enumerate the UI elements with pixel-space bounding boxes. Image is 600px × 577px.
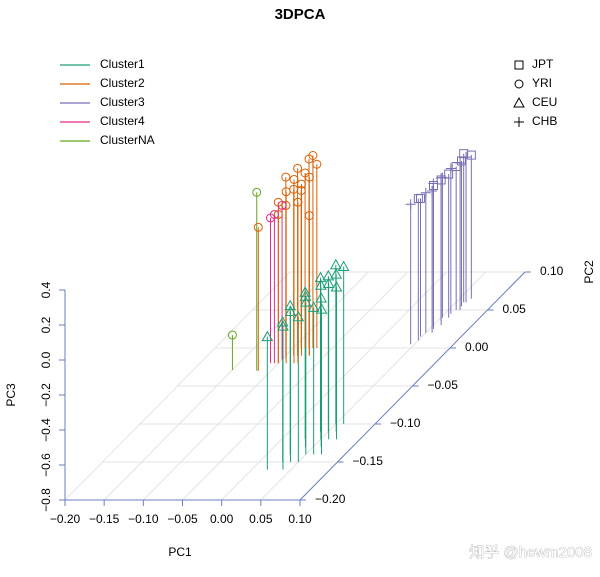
point xyxy=(304,172,314,182)
legend-label: YRI xyxy=(532,76,552,90)
point xyxy=(308,151,318,160)
legend-label: Cluster2 xyxy=(100,76,145,90)
point xyxy=(289,174,299,184)
point xyxy=(455,158,466,168)
point xyxy=(299,286,312,297)
point xyxy=(293,163,303,173)
point xyxy=(293,197,303,207)
x-axis-label: PC1 xyxy=(168,545,192,559)
point xyxy=(315,303,328,314)
point xyxy=(261,330,274,342)
point xyxy=(276,315,289,327)
legend-symbol xyxy=(514,60,524,70)
point xyxy=(427,186,438,197)
point xyxy=(252,187,262,197)
point xyxy=(281,200,291,210)
y-axis-label: PC2 xyxy=(582,260,596,284)
point xyxy=(445,163,456,174)
x-tick-label: −0.15 xyxy=(89,512,120,526)
z-tick-label: −0.4 xyxy=(39,418,53,442)
x-tick-label: −0.10 xyxy=(128,512,159,526)
point xyxy=(292,310,305,322)
point xyxy=(284,305,297,316)
y-tick-label: −0.15 xyxy=(353,454,384,468)
y-tick-label: 0.00 xyxy=(465,340,489,354)
x-tick-label: 0.00 xyxy=(210,512,234,526)
z-tick-label: 0.4 xyxy=(39,281,53,298)
point xyxy=(330,280,343,292)
point xyxy=(273,209,283,219)
point xyxy=(428,178,439,189)
point xyxy=(299,296,312,307)
point xyxy=(444,169,454,179)
point xyxy=(420,187,431,198)
point xyxy=(459,149,469,159)
point xyxy=(307,301,320,312)
y-tick-label: −0.20 xyxy=(315,492,346,506)
x-tick-label: −0.20 xyxy=(50,512,81,526)
legend-label: Cluster3 xyxy=(100,95,145,109)
legend-symbol xyxy=(514,79,524,89)
point xyxy=(314,279,327,290)
y-tick-label: 0.05 xyxy=(503,302,527,316)
point xyxy=(314,271,327,283)
legend-symbol xyxy=(514,117,524,127)
y-tick-label: 0.10 xyxy=(540,264,564,278)
point xyxy=(329,258,342,270)
point xyxy=(277,200,287,210)
point xyxy=(253,222,263,232)
point xyxy=(437,172,448,183)
point xyxy=(416,193,426,203)
legend-label: CHB xyxy=(532,114,557,128)
watermark: 知乎 @hewm2008 xyxy=(469,544,592,561)
legend-label: ClusterNA xyxy=(100,133,155,147)
point xyxy=(405,199,416,210)
z-axis-label: PC3 xyxy=(4,383,18,407)
legend-label: CEU xyxy=(532,95,557,109)
point xyxy=(281,172,291,182)
point xyxy=(304,211,314,221)
legend-label: Cluster4 xyxy=(100,114,145,128)
y-tick-label: −0.10 xyxy=(390,416,421,430)
legend-symbol xyxy=(513,96,525,108)
z-tick-label: 0.0 xyxy=(39,351,53,368)
z-tick-label: −0.6 xyxy=(39,453,53,477)
point xyxy=(266,213,275,223)
point xyxy=(315,292,328,303)
z-tick-label: −0.8 xyxy=(39,488,53,512)
point xyxy=(297,179,306,189)
z-tick-label: 0.2 xyxy=(39,316,53,333)
x-tick-label: 0.05 xyxy=(249,512,273,526)
point xyxy=(337,260,350,271)
z-tick-label: −0.2 xyxy=(39,383,53,407)
legend-label: Cluster1 xyxy=(100,57,145,71)
x-tick-label: 0.10 xyxy=(288,512,312,526)
point xyxy=(330,268,343,279)
legend-label: JPT xyxy=(532,57,554,71)
point xyxy=(322,277,335,288)
x-tick-label: −0.05 xyxy=(167,512,198,526)
point xyxy=(296,186,306,195)
chart-title: 3DPCA xyxy=(275,6,326,23)
point xyxy=(312,159,322,169)
point xyxy=(284,299,297,311)
point xyxy=(277,320,289,331)
point xyxy=(227,330,237,340)
y-tick-label: −0.05 xyxy=(428,378,459,392)
